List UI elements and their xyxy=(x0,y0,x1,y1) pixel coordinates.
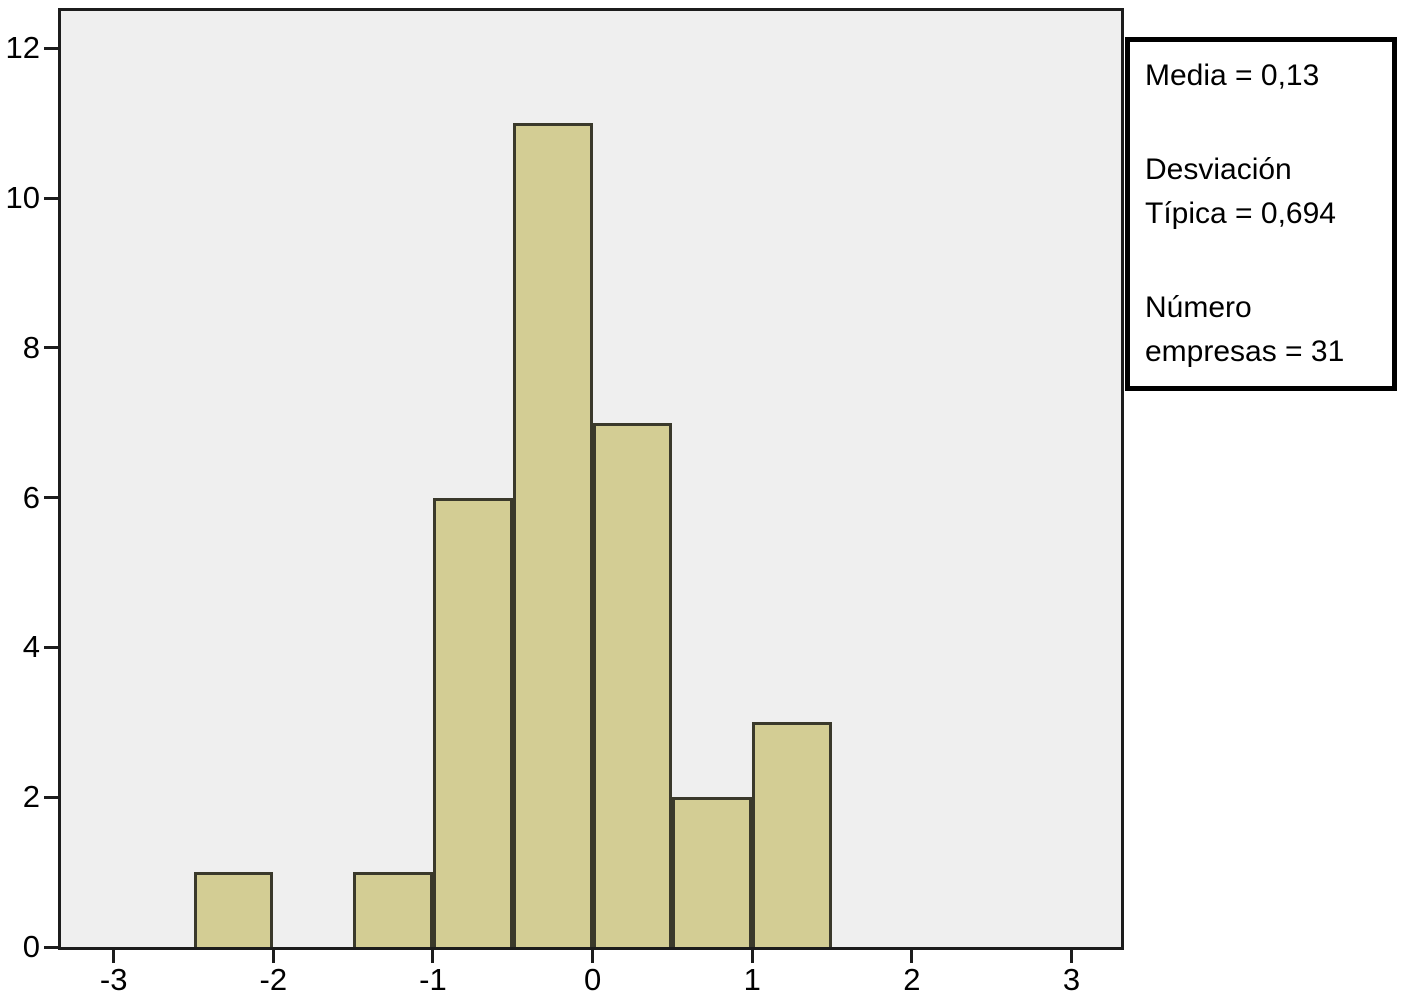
histogram-bar xyxy=(353,872,433,947)
x-axis-tick xyxy=(431,950,435,963)
x-axis-tick-label: 0 xyxy=(583,962,602,997)
x-axis-tick xyxy=(1070,950,1073,963)
y-axis-tick xyxy=(44,346,58,350)
x-axis-tick xyxy=(271,950,275,963)
y-axis-tick-label: 10 xyxy=(5,180,40,216)
y-axis-tick xyxy=(44,196,58,200)
x-axis-tick-label: -1 xyxy=(419,962,447,997)
legend-line-media: Media = 0,13 xyxy=(1145,59,1320,92)
x-axis-tick xyxy=(910,950,914,963)
x-axis-tick xyxy=(112,950,116,963)
histogram-bar xyxy=(512,123,593,947)
x-axis-tick xyxy=(591,950,595,963)
histogram-bar xyxy=(672,797,753,947)
y-axis-tick xyxy=(44,945,58,949)
y-axis-tick xyxy=(44,795,58,799)
legend-line-numero-empresas: Número empresas = 31 xyxy=(1145,291,1345,368)
histogram-bar xyxy=(432,497,513,947)
x-axis-tick xyxy=(750,950,754,963)
y-axis-tick xyxy=(44,496,58,500)
x-axis-tick-label: 1 xyxy=(743,962,761,997)
x-axis-tick-label: -3 xyxy=(99,962,128,997)
plot-inner-region xyxy=(61,11,1121,947)
histogram-bar xyxy=(193,872,274,947)
plot-area xyxy=(58,8,1124,950)
y-axis-tick-label: 0 xyxy=(22,929,40,964)
y-axis-tick xyxy=(44,645,58,649)
y-axis-tick-label: 6 xyxy=(22,479,40,515)
stats-legend-box: Media = 0,13 Desviación Típica = 0,694 N… xyxy=(1125,37,1397,391)
y-axis-tick-label: 12 xyxy=(5,30,40,66)
histogram-bar xyxy=(752,722,833,947)
y-axis-tick-label: 8 xyxy=(22,329,40,365)
x-axis-tick-label: -2 xyxy=(259,962,288,997)
x-axis-tick-label: 3 xyxy=(1062,962,1081,997)
y-axis-tick-label: 2 xyxy=(22,779,40,815)
histogram-bar xyxy=(592,422,673,947)
y-axis-tick xyxy=(44,46,58,50)
x-axis-tick-label: 2 xyxy=(903,962,921,997)
y-axis-tick-label: 4 xyxy=(22,629,40,665)
legend-line-desviacion-tipica: Desviación Típica = 0,694 xyxy=(1145,153,1336,230)
